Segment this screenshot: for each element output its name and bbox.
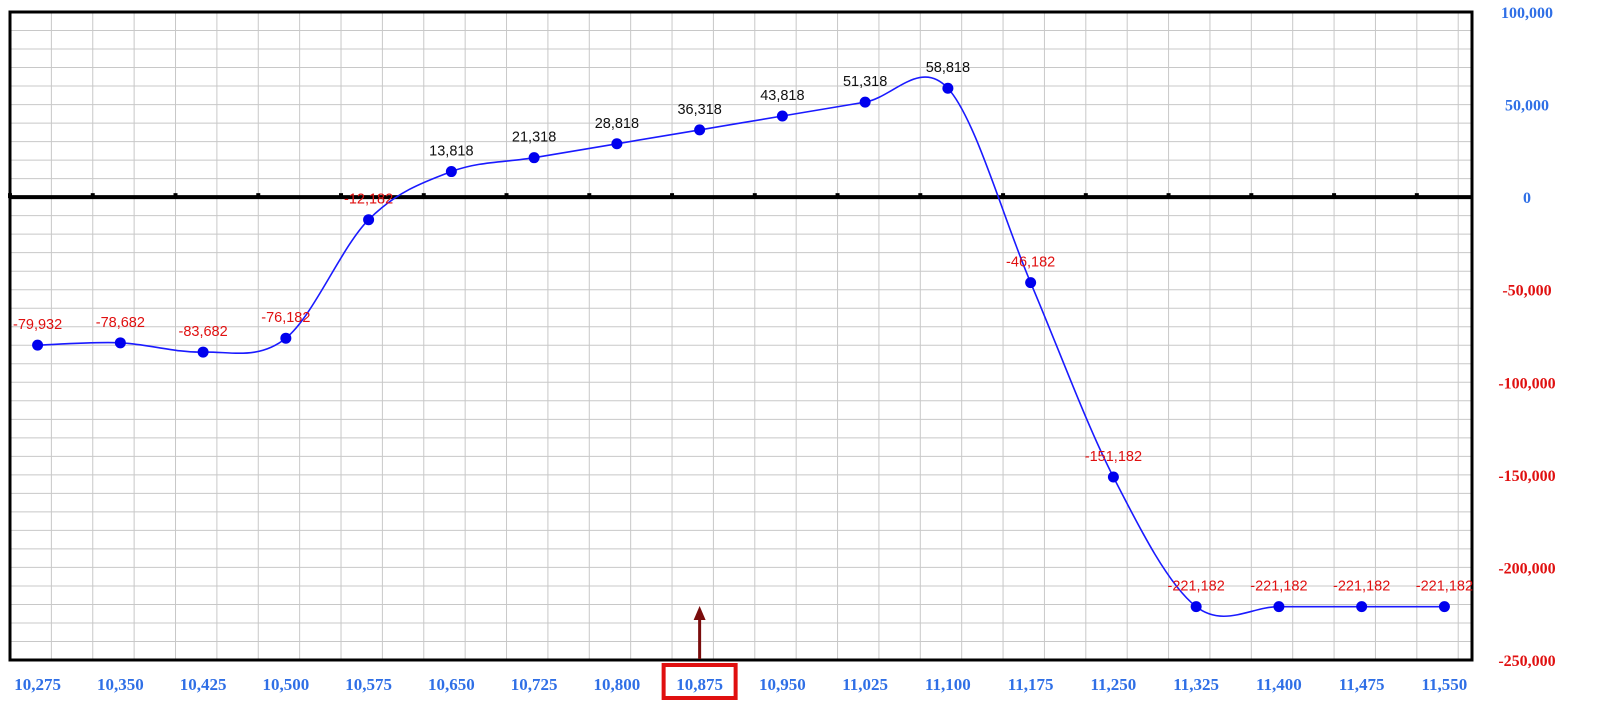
data-point [363, 214, 375, 226]
data-label: -79,932 [13, 317, 62, 333]
data-point [859, 96, 871, 108]
x-tick-label: 10,275 [14, 675, 61, 694]
x-tick-label: 11,550 [1422, 675, 1468, 694]
data-point [1190, 601, 1202, 613]
x-tick-label: 11,250 [1090, 675, 1136, 694]
x-tick-label: 10,950 [759, 675, 806, 694]
x-tick-label: 10,350 [97, 675, 144, 694]
y-tick-label: -50,000 [1502, 283, 1551, 300]
data-point [32, 339, 44, 351]
data-label: -83,682 [179, 324, 228, 340]
data-point [1273, 601, 1285, 613]
y-tick-label: -250,000 [1498, 653, 1555, 670]
data-label: -151,182 [1085, 449, 1142, 465]
data-labels: -79,932 -78,682 -83,682 -76,182 -12,182 13,81… [13, 60, 1473, 594]
grid-lines [9, 11, 1472, 661]
arrow-head [693, 606, 706, 620]
data-label: -221,182 [1250, 579, 1307, 595]
x-tick-label: 10,650 [428, 675, 475, 694]
data-label: -221,182 [1168, 579, 1225, 595]
data-label: -12,182 [344, 192, 393, 208]
zero-axis [8, 193, 1472, 200]
data-label: -78,682 [96, 315, 145, 331]
y-tick-label: -150,000 [1498, 468, 1555, 485]
y-tick-label: 50,000 [1505, 98, 1549, 115]
y-tick-label: -100,000 [1498, 375, 1555, 392]
data-point [611, 138, 623, 150]
x-tick-label: 10,725 [511, 675, 558, 694]
x-tick-label: 11,025 [842, 675, 888, 694]
data-point [528, 152, 540, 164]
data-point [1438, 601, 1450, 613]
highlight-box [661, 663, 738, 700]
data-label: 36,318 [677, 102, 721, 118]
x-tick-label: 10,425 [180, 675, 227, 694]
data-point [1356, 601, 1368, 613]
data-point [445, 166, 457, 178]
data-label: 58,818 [926, 60, 970, 76]
data-label: 43,818 [760, 88, 804, 104]
x-tick-label: 11,100 [925, 675, 971, 694]
data-label: 21,318 [512, 130, 556, 146]
plot-frame [8, 10, 1474, 662]
x-tick-label: 10,800 [593, 675, 640, 694]
data-point [776, 110, 788, 122]
data-label: -46,182 [1006, 255, 1055, 271]
data-point [114, 337, 126, 349]
x-tick-label: 11,325 [1173, 675, 1219, 694]
y-tick-label: -200,000 [1498, 560, 1555, 577]
data-point [280, 332, 292, 344]
data-point [1025, 277, 1037, 289]
data-label: 28,818 [595, 116, 639, 132]
data-points [32, 82, 1450, 613]
data-point [1107, 471, 1119, 483]
current-price-marker [661, 606, 738, 700]
data-label: -221,182 [1333, 579, 1390, 595]
x-tick-label: 11,475 [1339, 675, 1385, 694]
y-tick-label: 0 [1523, 190, 1531, 207]
y-axis-ticks: 100,000 50,000 0 -50,000 -100,000 -150,000 -20… [1498, 5, 1555, 670]
series-line [37, 76, 1445, 617]
y-tick-label: 100,000 [1501, 5, 1553, 22]
data-label: -221,182 [1416, 579, 1473, 595]
x-axis-ticks: 10,275 10,350 10,425 10,500 10,575 10,650 10,7… [14, 675, 1467, 694]
data-point [694, 124, 706, 136]
x-tick-label: 11,400 [1256, 675, 1302, 694]
x-tick-label: 10,875 [676, 675, 723, 694]
x-tick-label: 11,175 [1008, 675, 1054, 694]
data-point [942, 82, 954, 94]
data-label: 51,318 [843, 74, 887, 90]
data-label: 13,818 [429, 144, 473, 160]
data-label: -76,182 [261, 310, 310, 326]
x-tick-label: 10,575 [345, 675, 392, 694]
x-tick-label: 10,500 [262, 675, 309, 694]
data-point [197, 346, 209, 358]
